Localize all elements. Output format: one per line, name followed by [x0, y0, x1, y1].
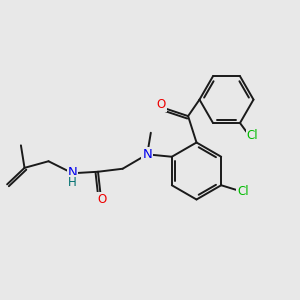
Text: N: N	[142, 148, 152, 161]
Text: N: N	[68, 166, 77, 178]
Text: O: O	[97, 193, 106, 206]
Text: O: O	[157, 98, 166, 112]
Text: Cl: Cl	[237, 185, 249, 198]
Text: Cl: Cl	[247, 129, 258, 142]
Text: H: H	[68, 176, 77, 189]
